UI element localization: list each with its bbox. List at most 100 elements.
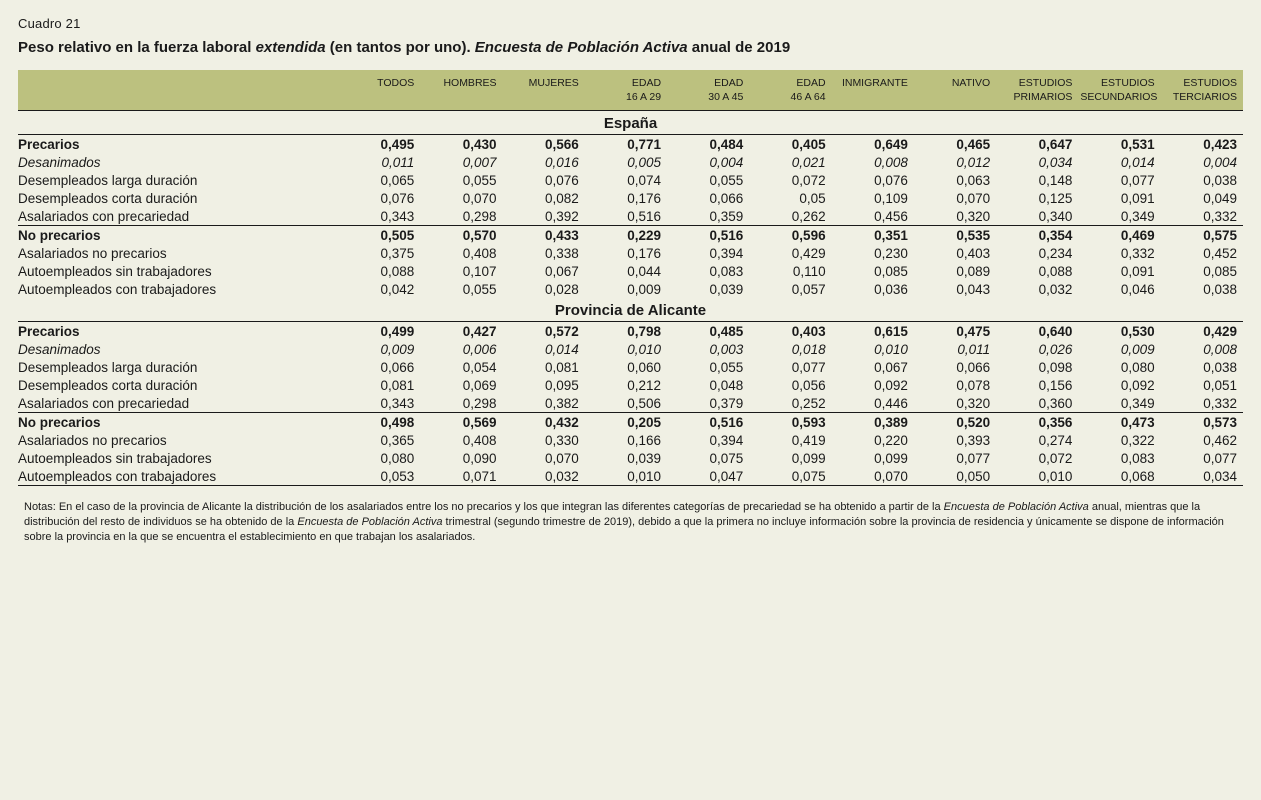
table-row: Asalariados con precariedad0,3430,2980,3…: [18, 394, 1243, 413]
column-header: NATIVO: [914, 70, 996, 111]
data-cell: 0,010: [996, 467, 1078, 486]
title-part: Peso relativo en la fuerza laboral: [18, 39, 256, 56]
data-cell: 0,520: [914, 413, 996, 432]
data-cell: 0,252: [749, 394, 831, 413]
table-row: Autoempleados sin trabajadores0,0880,107…: [18, 262, 1243, 280]
data-cell: 0,014: [1078, 153, 1160, 171]
data-cell: 0,176: [585, 189, 667, 207]
data-cell: 0,456: [832, 207, 914, 226]
table-row: No precarios0,5050,5700,4330,2290,5160,5…: [18, 226, 1243, 245]
data-cell: 0,009: [585, 280, 667, 298]
data-cell: 0,389: [832, 413, 914, 432]
table-row: Asalariados no precarios0,3750,4080,3380…: [18, 244, 1243, 262]
data-cell: 0,069: [420, 376, 502, 394]
title-part: (en tantos por uno).: [326, 39, 475, 56]
data-cell: 0,072: [749, 171, 831, 189]
data-cell: 0,212: [585, 376, 667, 394]
data-cell: 0,043: [914, 280, 996, 298]
data-cell: 0,506: [585, 394, 667, 413]
data-cell: 0,072: [996, 449, 1078, 467]
data-cell: 0,430: [420, 135, 502, 154]
data-cell: 0,148: [996, 171, 1078, 189]
row-label: Autoempleados con trabajadores: [18, 280, 338, 298]
data-cell: 0,081: [503, 358, 585, 376]
data-cell: 0,039: [585, 449, 667, 467]
data-cell: 0,499: [338, 322, 420, 341]
data-cell: 0,004: [667, 153, 749, 171]
data-cell: 0,076: [503, 171, 585, 189]
data-cell: 0,011: [338, 153, 420, 171]
table-row: Precarios0,4950,4300,5660,7710,4840,4050…: [18, 135, 1243, 154]
data-cell: 0,008: [1161, 340, 1243, 358]
data-cell: 0,083: [667, 262, 749, 280]
data-cell: 0,349: [1078, 394, 1160, 413]
data-cell: 0,351: [832, 226, 914, 245]
section-header-row: España: [18, 111, 1243, 135]
data-cell: 0,359: [667, 207, 749, 226]
data-cell: 0,046: [1078, 280, 1160, 298]
table-number: Cuadro 21: [18, 16, 1243, 31]
data-cell: 0,343: [338, 394, 420, 413]
title-part-italic: extendida: [256, 39, 326, 56]
data-cell: 0,049: [1161, 189, 1243, 207]
data-cell: 0,071: [420, 467, 502, 486]
data-cell: 0,274: [996, 431, 1078, 449]
data-cell: 0,038: [1161, 171, 1243, 189]
data-cell: 0,403: [914, 244, 996, 262]
data-cell: 0,107: [420, 262, 502, 280]
data-cell: 0,572: [503, 322, 585, 341]
data-cell: 0,028: [503, 280, 585, 298]
data-cell: 0,320: [914, 394, 996, 413]
data-cell: 0,393: [914, 431, 996, 449]
data-cell: 0,596: [749, 226, 831, 245]
section-title: Provincia de Alicante: [18, 298, 1243, 322]
table-header-row: TODOSHOMBRESMUJERESEDAD16 A 29EDAD30 A 4…: [18, 70, 1243, 111]
data-cell: 0,427: [420, 322, 502, 341]
row-label: Precarios: [18, 322, 338, 341]
notes-part-italic: Encuesta de Población Activa: [944, 501, 1089, 513]
data-cell: 0,125: [996, 189, 1078, 207]
data-cell: 0,092: [832, 376, 914, 394]
data-cell: 0,475: [914, 322, 996, 341]
data-cell: 0,065: [338, 171, 420, 189]
data-cell: 0,423: [1161, 135, 1243, 154]
data-cell: 0,408: [420, 244, 502, 262]
data-cell: 0,495: [338, 135, 420, 154]
data-cell: 0,010: [585, 340, 667, 358]
data-cell: 0,298: [420, 207, 502, 226]
data-cell: 0,332: [1161, 207, 1243, 226]
data-cell: 0,080: [1078, 358, 1160, 376]
data-cell: 0,432: [503, 413, 585, 432]
data-cell: 0,429: [749, 244, 831, 262]
data-cell: 0,220: [832, 431, 914, 449]
data-cell: 0,332: [1078, 244, 1160, 262]
data-cell: 0,085: [832, 262, 914, 280]
data-cell: 0,078: [914, 376, 996, 394]
data-cell: 0,074: [585, 171, 667, 189]
data-cell: 0,089: [914, 262, 996, 280]
row-label: No precarios: [18, 226, 338, 245]
data-cell: 0,076: [832, 171, 914, 189]
data-cell: 0,070: [914, 189, 996, 207]
data-cell: 0,075: [667, 449, 749, 467]
data-cell: 0,055: [420, 171, 502, 189]
data-cell: 0,771: [585, 135, 667, 154]
data-cell: 0,011: [914, 340, 996, 358]
row-label: No precarios: [18, 413, 338, 432]
data-cell: 0,234: [996, 244, 1078, 262]
table-row: No precarios0,4980,5690,4320,2050,5160,5…: [18, 413, 1243, 432]
notes-part: Notas: En el caso de la provincia de Ali…: [24, 501, 944, 513]
table-row: Asalariados con precariedad0,3430,2980,3…: [18, 207, 1243, 226]
column-header: EDAD30 A 45: [667, 70, 749, 111]
notes-part-italic: Encuesta de Población Activa: [297, 516, 442, 528]
data-cell: 0,006: [420, 340, 502, 358]
data-cell: 0,050: [914, 467, 996, 486]
data-cell: 0,057: [749, 280, 831, 298]
data-cell: 0,099: [832, 449, 914, 467]
row-label: Autoempleados sin trabajadores: [18, 449, 338, 467]
data-cell: 0,156: [996, 376, 1078, 394]
data-cell: 0,042: [338, 280, 420, 298]
data-cell: 0,067: [832, 358, 914, 376]
data-cell: 0,053: [338, 467, 420, 486]
data-cell: 0,484: [667, 135, 749, 154]
